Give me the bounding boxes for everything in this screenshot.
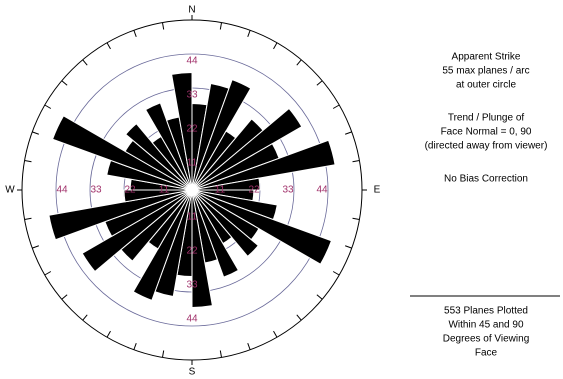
wedge <box>48 189 193 241</box>
wedge <box>191 189 240 278</box>
note: Face Normal = 0, 90 <box>441 127 532 138</box>
ring-label: 11 <box>187 212 198 223</box>
ring-label: 44 <box>186 56 198 67</box>
wedge <box>81 189 193 273</box>
outer-tick <box>352 217 360 221</box>
ring-label: 11 <box>159 185 170 196</box>
outer-tick <box>32 245 40 249</box>
compass-label: N <box>188 5 195 16</box>
note: at outer circle <box>456 80 516 91</box>
wedge <box>51 115 193 191</box>
wedge <box>171 72 193 191</box>
outer-tick <box>219 22 223 30</box>
outer-tick <box>273 330 278 338</box>
compass-label: E <box>374 185 381 196</box>
wedge <box>191 189 213 308</box>
outer-tick <box>161 22 165 30</box>
outer-tick <box>161 350 165 358</box>
ring-label: 33 <box>186 280 198 291</box>
wedge <box>191 139 336 191</box>
ring-label: 11 <box>215 185 226 196</box>
outer-tick <box>332 271 340 276</box>
outer-tick <box>316 80 323 86</box>
wedge <box>191 189 333 265</box>
footer-line: Face <box>475 348 498 359</box>
ring-label: 22 <box>186 246 198 257</box>
ring-label: 22 <box>248 185 260 196</box>
ring-label: 33 <box>282 185 294 196</box>
outer-tick <box>316 294 323 300</box>
wedge <box>123 189 193 203</box>
outer-tick <box>82 59 88 66</box>
footer-line: Within 45 and 90 <box>448 320 523 331</box>
outer-tick <box>106 330 111 338</box>
ring-label: 22 <box>186 124 198 135</box>
outer-tick <box>44 271 52 276</box>
outer-tick <box>133 342 137 350</box>
outer-tick <box>44 104 52 109</box>
ring-label: 22 <box>124 185 136 196</box>
ring-label: 44 <box>316 185 328 196</box>
ring <box>55 53 329 327</box>
ring-label: 44 <box>186 314 198 325</box>
outer-tick <box>32 131 40 135</box>
outer-tick <box>133 30 137 38</box>
outer-tick <box>247 342 251 350</box>
footer-line: 553 Planes Plotted <box>444 306 528 317</box>
note: (directed away from viewer) <box>425 141 548 152</box>
outer-tick <box>296 59 302 66</box>
center-mark <box>188 186 196 194</box>
compass-label: S <box>189 367 196 378</box>
outer-tick <box>61 294 68 300</box>
outer-tick <box>24 217 32 221</box>
wedge <box>124 122 193 191</box>
note: Apparent Strike <box>452 52 521 63</box>
wedge <box>191 189 260 258</box>
outer-tick <box>61 80 68 86</box>
outer-tick <box>332 104 340 109</box>
outer-tick <box>247 30 251 38</box>
outer-tick <box>344 245 352 249</box>
outer-tick <box>344 131 352 135</box>
outer-tick <box>352 159 360 163</box>
footer-line: Degrees of Viewing <box>443 334 530 345</box>
wedge <box>191 107 303 191</box>
outer-tick <box>273 42 278 50</box>
outer-tick <box>296 314 302 321</box>
wedge <box>144 102 193 191</box>
ring-label: 11 <box>187 158 198 169</box>
ring-label: 33 <box>90 185 102 196</box>
wedge <box>132 189 193 302</box>
wedge <box>191 177 261 191</box>
note: Trend / Plunge of <box>448 113 525 124</box>
outer-tick <box>82 314 88 321</box>
note: No Bias Correction <box>444 174 528 185</box>
compass-label: W <box>5 185 15 196</box>
outer-tick <box>219 350 223 358</box>
note: 55 max planes / arc <box>442 66 529 77</box>
outer-tick <box>106 42 111 50</box>
ring-label: 44 <box>56 185 68 196</box>
ring-label: 33 <box>186 90 198 101</box>
outer-tick <box>24 159 32 163</box>
wedge <box>191 78 252 191</box>
